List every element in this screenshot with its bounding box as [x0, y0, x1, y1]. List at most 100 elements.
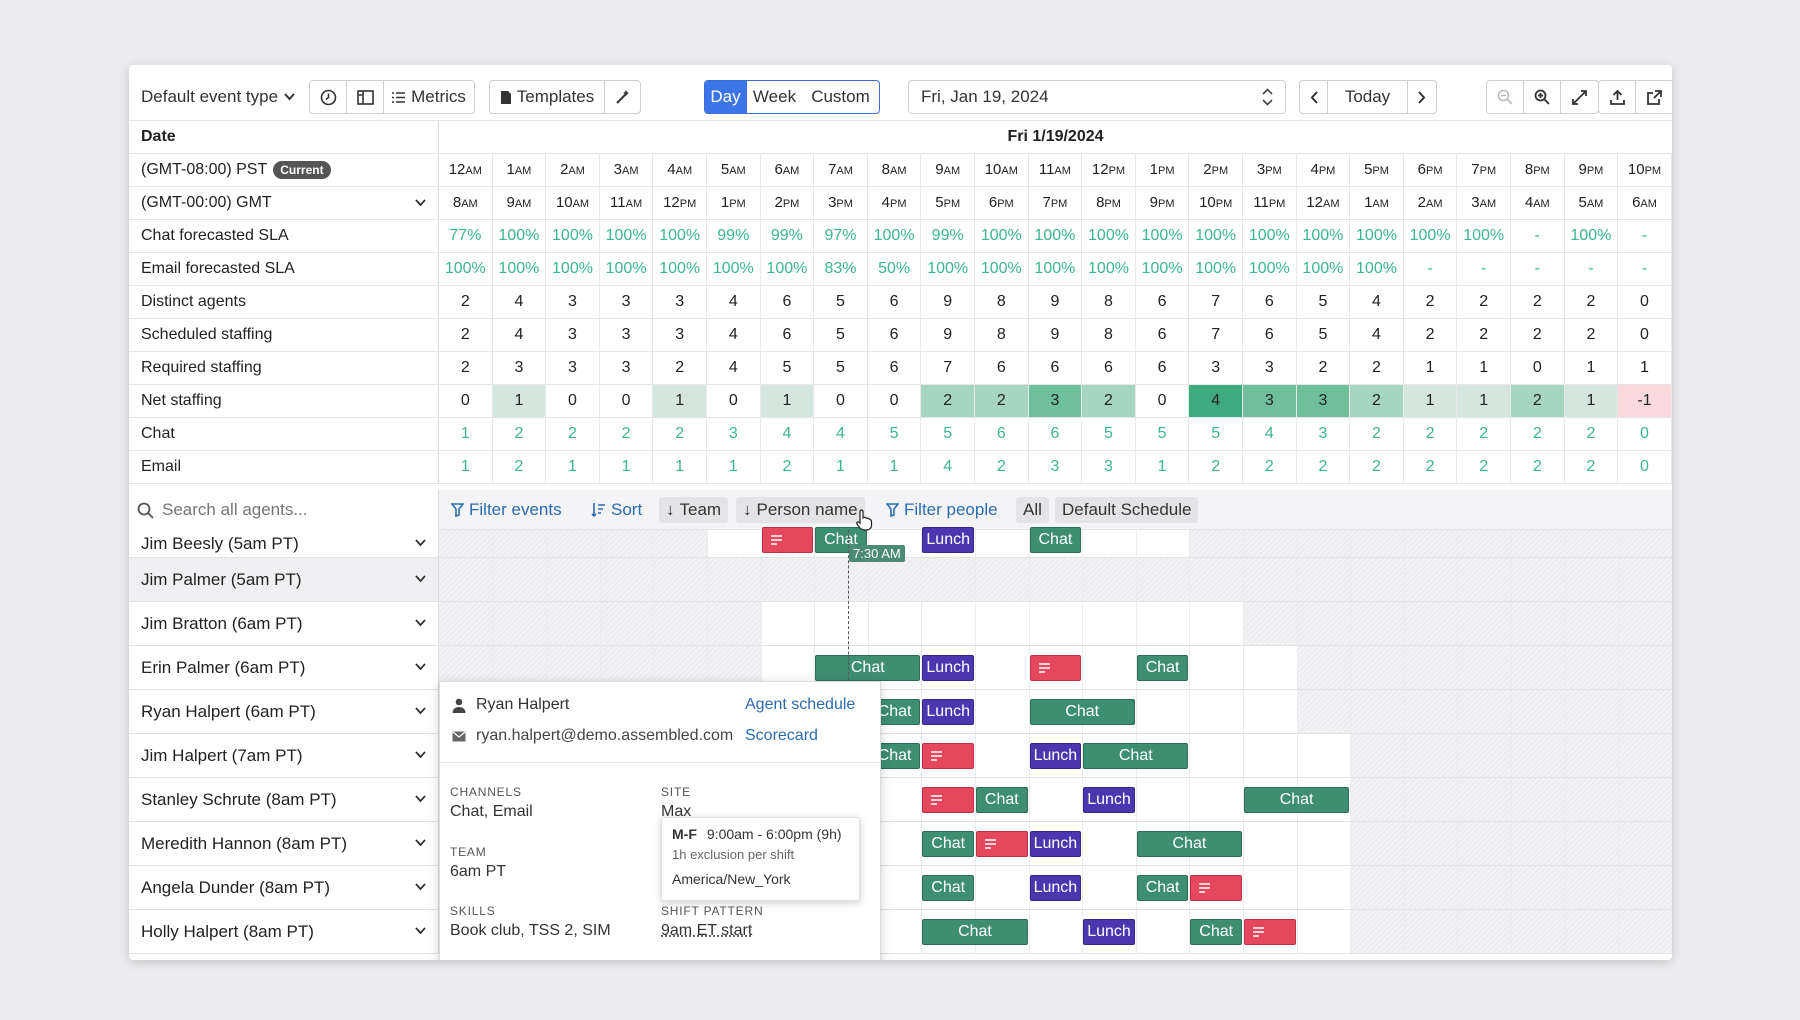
lunch-event[interactable]: Lunch: [1029, 875, 1082, 901]
hour-gridline: [921, 734, 923, 777]
sort-button[interactable]: Sort: [591, 497, 642, 523]
note-event[interactable]: [922, 743, 974, 769]
chat-event[interactable]: Chat: [922, 875, 974, 901]
hour-period: AM: [890, 165, 907, 177]
agent-timeline[interactable]: [439, 602, 1672, 645]
lunch-event[interactable]: Lunch: [1029, 831, 1082, 857]
search-input[interactable]: [162, 500, 422, 520]
metric-cell: 100%: [1297, 253, 1351, 285]
unavailable-block: [1350, 822, 1672, 865]
metric-cell: 100%: [493, 220, 547, 252]
chat-event[interactable]: Chat: [1083, 743, 1189, 769]
chat-event[interactable]: Chat: [1244, 787, 1350, 813]
tooltip-timezone: America/New_York: [672, 871, 791, 887]
metric-cell: 4: [707, 352, 761, 384]
agent-name-cell[interactable]: Jim Palmer (5am PT): [129, 558, 439, 601]
note-event[interactable]: [1029, 655, 1082, 681]
agent-name-cell[interactable]: Stanley Schrute (8am PT): [129, 778, 439, 821]
agent-name-cell[interactable]: Jim Beesly (5am PT): [129, 530, 439, 557]
agent-name-cell[interactable]: Ryan Halpert (6am PT): [129, 690, 439, 733]
layout-button[interactable]: [347, 81, 384, 113]
metric-cell: -: [1457, 253, 1511, 285]
note-event[interactable]: [1244, 919, 1296, 945]
share-button[interactable]: [1636, 81, 1672, 113]
filter-people-button[interactable]: Filter people: [886, 497, 998, 523]
lunch-event-label: Lunch: [1033, 879, 1078, 896]
agent-name-cell[interactable]: Meredith Hannon (8am PT): [129, 822, 439, 865]
agent-schedule-link[interactable]: Agent schedule: [745, 696, 856, 713]
agent-name: Jim Beesly (5am PT): [141, 533, 299, 553]
zoom-out-button[interactable]: [1487, 81, 1524, 113]
prev-day-button[interactable]: [1300, 81, 1328, 113]
next-day-button[interactable]: [1408, 81, 1436, 113]
hour-gridline: [653, 602, 655, 645]
chat-event[interactable]: Chat: [1136, 831, 1242, 857]
note-event[interactable]: [1190, 875, 1242, 901]
zoom-in-button[interactable]: [1524, 81, 1561, 113]
sort-team-chip[interactable]: ↓ Team: [659, 497, 729, 523]
metrics-button[interactable]: Metrics: [384, 81, 474, 113]
lunch-event[interactable]: Lunch: [922, 699, 974, 725]
gmt-timezone-select[interactable]: (GMT-00:00) GMT: [129, 187, 439, 219]
chat-event[interactable]: Chat: [922, 919, 1028, 945]
lunch-event[interactable]: Lunch: [1083, 787, 1135, 813]
team-caption: TEAM: [450, 845, 487, 859]
lunch-event[interactable]: Lunch: [922, 527, 974, 553]
chat-event[interactable]: Chat: [922, 831, 974, 857]
list-icon: [392, 91, 406, 103]
filter-events-button[interactable]: Filter events: [451, 497, 562, 523]
shift-pattern-value[interactable]: 9am ET start: [661, 922, 753, 939]
templates-button[interactable]: Templates: [490, 81, 605, 113]
chat-event[interactable]: Chat: [1029, 699, 1135, 725]
chat-event[interactable]: Chat: [1029, 527, 1082, 553]
agent-timeline[interactable]: Chat Lunch Chat: [439, 527, 1672, 557]
chat-event[interactable]: Chat: [815, 655, 921, 681]
note-event[interactable]: [761, 527, 814, 553]
chat-event[interactable]: Chat: [1190, 919, 1242, 945]
agent-name-cell[interactable]: Jim Bratton (6am PT): [129, 602, 439, 645]
export-group: [1598, 80, 1672, 114]
agent-name-cell[interactable]: Jim Halpert (7am PT): [129, 734, 439, 777]
metric-cell: 2: [1350, 451, 1404, 483]
agent-name-cell[interactable]: Erin Palmer (6am PT): [129, 646, 439, 689]
hour-gridline: [1457, 734, 1459, 777]
view-day-button[interactable]: Day: [705, 81, 747, 113]
agent-timeline[interactable]: [439, 558, 1672, 601]
metric-cell: 1: [1565, 352, 1619, 384]
agent-name-cell[interactable]: Angela Dunder (8am PT): [129, 866, 439, 909]
date-picker[interactable]: Fri, Jan 19, 2024: [908, 80, 1286, 114]
magic-wand-button[interactable]: [605, 81, 640, 113]
metric-cell: 6: [1243, 286, 1297, 318]
expand-button[interactable]: [1561, 81, 1598, 113]
note-event[interactable]: [976, 831, 1028, 857]
lunch-event[interactable]: Lunch: [1083, 919, 1135, 945]
lunch-event[interactable]: Lunch: [922, 655, 974, 681]
upload-button[interactable]: [1599, 81, 1636, 113]
chat-event-label: Chat: [877, 747, 912, 764]
hour-gridline: [1296, 530, 1298, 557]
chat-event[interactable]: Chat: [1136, 875, 1189, 901]
history-button[interactable]: [310, 81, 347, 113]
sort-person-name-chip[interactable]: ↓ Person name: [736, 497, 865, 523]
default-schedule-chip[interactable]: Default Schedule: [1055, 497, 1199, 523]
metric-cell: 2: [600, 418, 654, 450]
metric-cell: 1: [439, 418, 493, 450]
scorecard-link[interactable]: Scorecard: [745, 727, 818, 744]
event-type-dropdown[interactable]: Default event type: [129, 80, 296, 114]
metric-cell: 2: [1404, 319, 1458, 351]
chat-event[interactable]: Chat: [815, 527, 867, 553]
note-event[interactable]: [922, 787, 974, 813]
today-button[interactable]: Today: [1328, 81, 1408, 113]
view-week-button[interactable]: Week: [752, 87, 797, 106]
agent-name-cell[interactable]: Holly Halpert (8am PT): [129, 910, 439, 953]
hour-gridline: [707, 558, 708, 601]
lunch-event[interactable]: Lunch: [1029, 743, 1082, 769]
view-custom-button[interactable]: Custom: [811, 87, 870, 106]
chat-event[interactable]: Chat: [976, 787, 1028, 813]
hour-number: 5: [720, 161, 730, 178]
clock-icon: [320, 89, 337, 106]
agent-search[interactable]: [129, 490, 439, 530]
hour-gridline: [1403, 602, 1405, 645]
chat-event[interactable]: Chat: [1136, 655, 1189, 681]
all-chip[interactable]: All: [1016, 497, 1049, 523]
